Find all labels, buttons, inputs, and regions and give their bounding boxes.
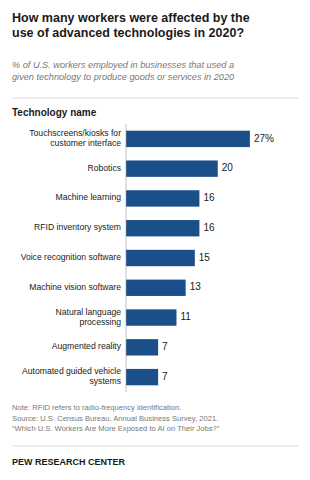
chart-container: How many workers were affected by theuse… [0,0,310,480]
data-label: 7 [162,371,168,382]
category-label: Natural languageprocessing [56,307,122,327]
footer: PEW RESEARCH CENTER [12,457,126,467]
bar [126,190,199,206]
category-label: Touchscreens/kiosks forcustomer interfac… [29,128,121,148]
data-label: 27% [254,133,274,144]
category-label: Machine learning [56,193,122,203]
category-label: Machine vision software [29,282,121,292]
axis-line [126,124,127,392]
data-label: 11 [180,311,191,322]
data-label: 15 [199,252,211,263]
bars [126,131,250,386]
bar [126,369,158,385]
chart: How many workers were affected by theuse… [0,0,310,480]
axis-label: Technology name [12,107,97,118]
bar [126,309,176,325]
category-label: Voice recognition software [21,252,122,262]
category-label: RFID inventory system [34,222,121,232]
category-label: Augmented reality [52,342,122,352]
bar [126,339,158,355]
bar [126,280,186,296]
separator [12,446,298,447]
bar [126,220,199,236]
title: How many workers were affected by theuse… [12,11,250,40]
data-label: 16 [203,222,215,233]
data-label: 13 [190,281,202,292]
separator [12,98,298,99]
labels: 27% Touchscreens/kiosks forcustomer inter… [21,128,274,386]
subtitle: % of U.S. workers employed in businesses… [12,60,235,82]
note: Note: RFID refers to radio-frequency ide… [12,403,220,433]
data-label: 20 [222,162,234,173]
background [0,0,310,480]
category-label: Robotics [88,163,121,173]
data-label: 16 [203,192,215,203]
category-label: Automated guided vehiclesystems [22,366,121,386]
bar [126,131,250,147]
data-label: 7 [162,341,168,352]
bar [126,250,195,266]
bar [126,160,218,176]
